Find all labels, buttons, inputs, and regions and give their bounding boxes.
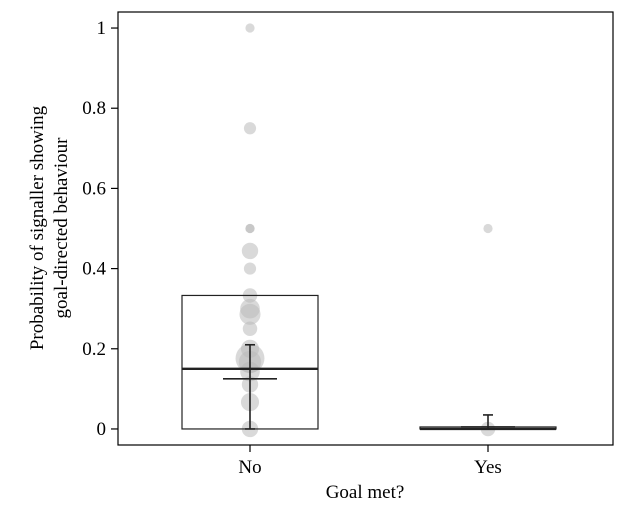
data-point bbox=[240, 298, 260, 319]
y-tick-label: 0 bbox=[97, 419, 107, 440]
axes-layer: 0 0.2 0.4 0.6 0.8 1 No Yes bbox=[82, 18, 502, 478]
data-point bbox=[245, 223, 255, 234]
data-point bbox=[243, 262, 257, 275]
x-axis-title: Goal met? bbox=[326, 482, 405, 503]
y-axis-title-line-1: Probability of signaller showing bbox=[27, 105, 48, 350]
data-point bbox=[245, 23, 255, 33]
data-point bbox=[483, 223, 493, 234]
y-tick-label: 0.6 bbox=[82, 178, 106, 199]
y-tick-label: 0.8 bbox=[82, 98, 106, 119]
y-axis-title: Probability of signaller showing goal-di… bbox=[27, 105, 72, 350]
plot-frame bbox=[117, 11, 614, 446]
y-tick-label: 1 bbox=[97, 18, 107, 39]
y-axis-title-line-2: goal-directed behaviour bbox=[51, 137, 72, 319]
data-point bbox=[243, 122, 257, 135]
x-tick-label: No bbox=[238, 457, 261, 478]
points-layer bbox=[235, 23, 496, 438]
data-point bbox=[241, 242, 259, 260]
data-point bbox=[242, 321, 258, 336]
x-tick-label: Yes bbox=[474, 457, 502, 478]
y-tick-label: 0.4 bbox=[82, 259, 106, 280]
y-tick-label: 0.2 bbox=[82, 339, 106, 360]
box-layer bbox=[181, 294, 557, 431]
